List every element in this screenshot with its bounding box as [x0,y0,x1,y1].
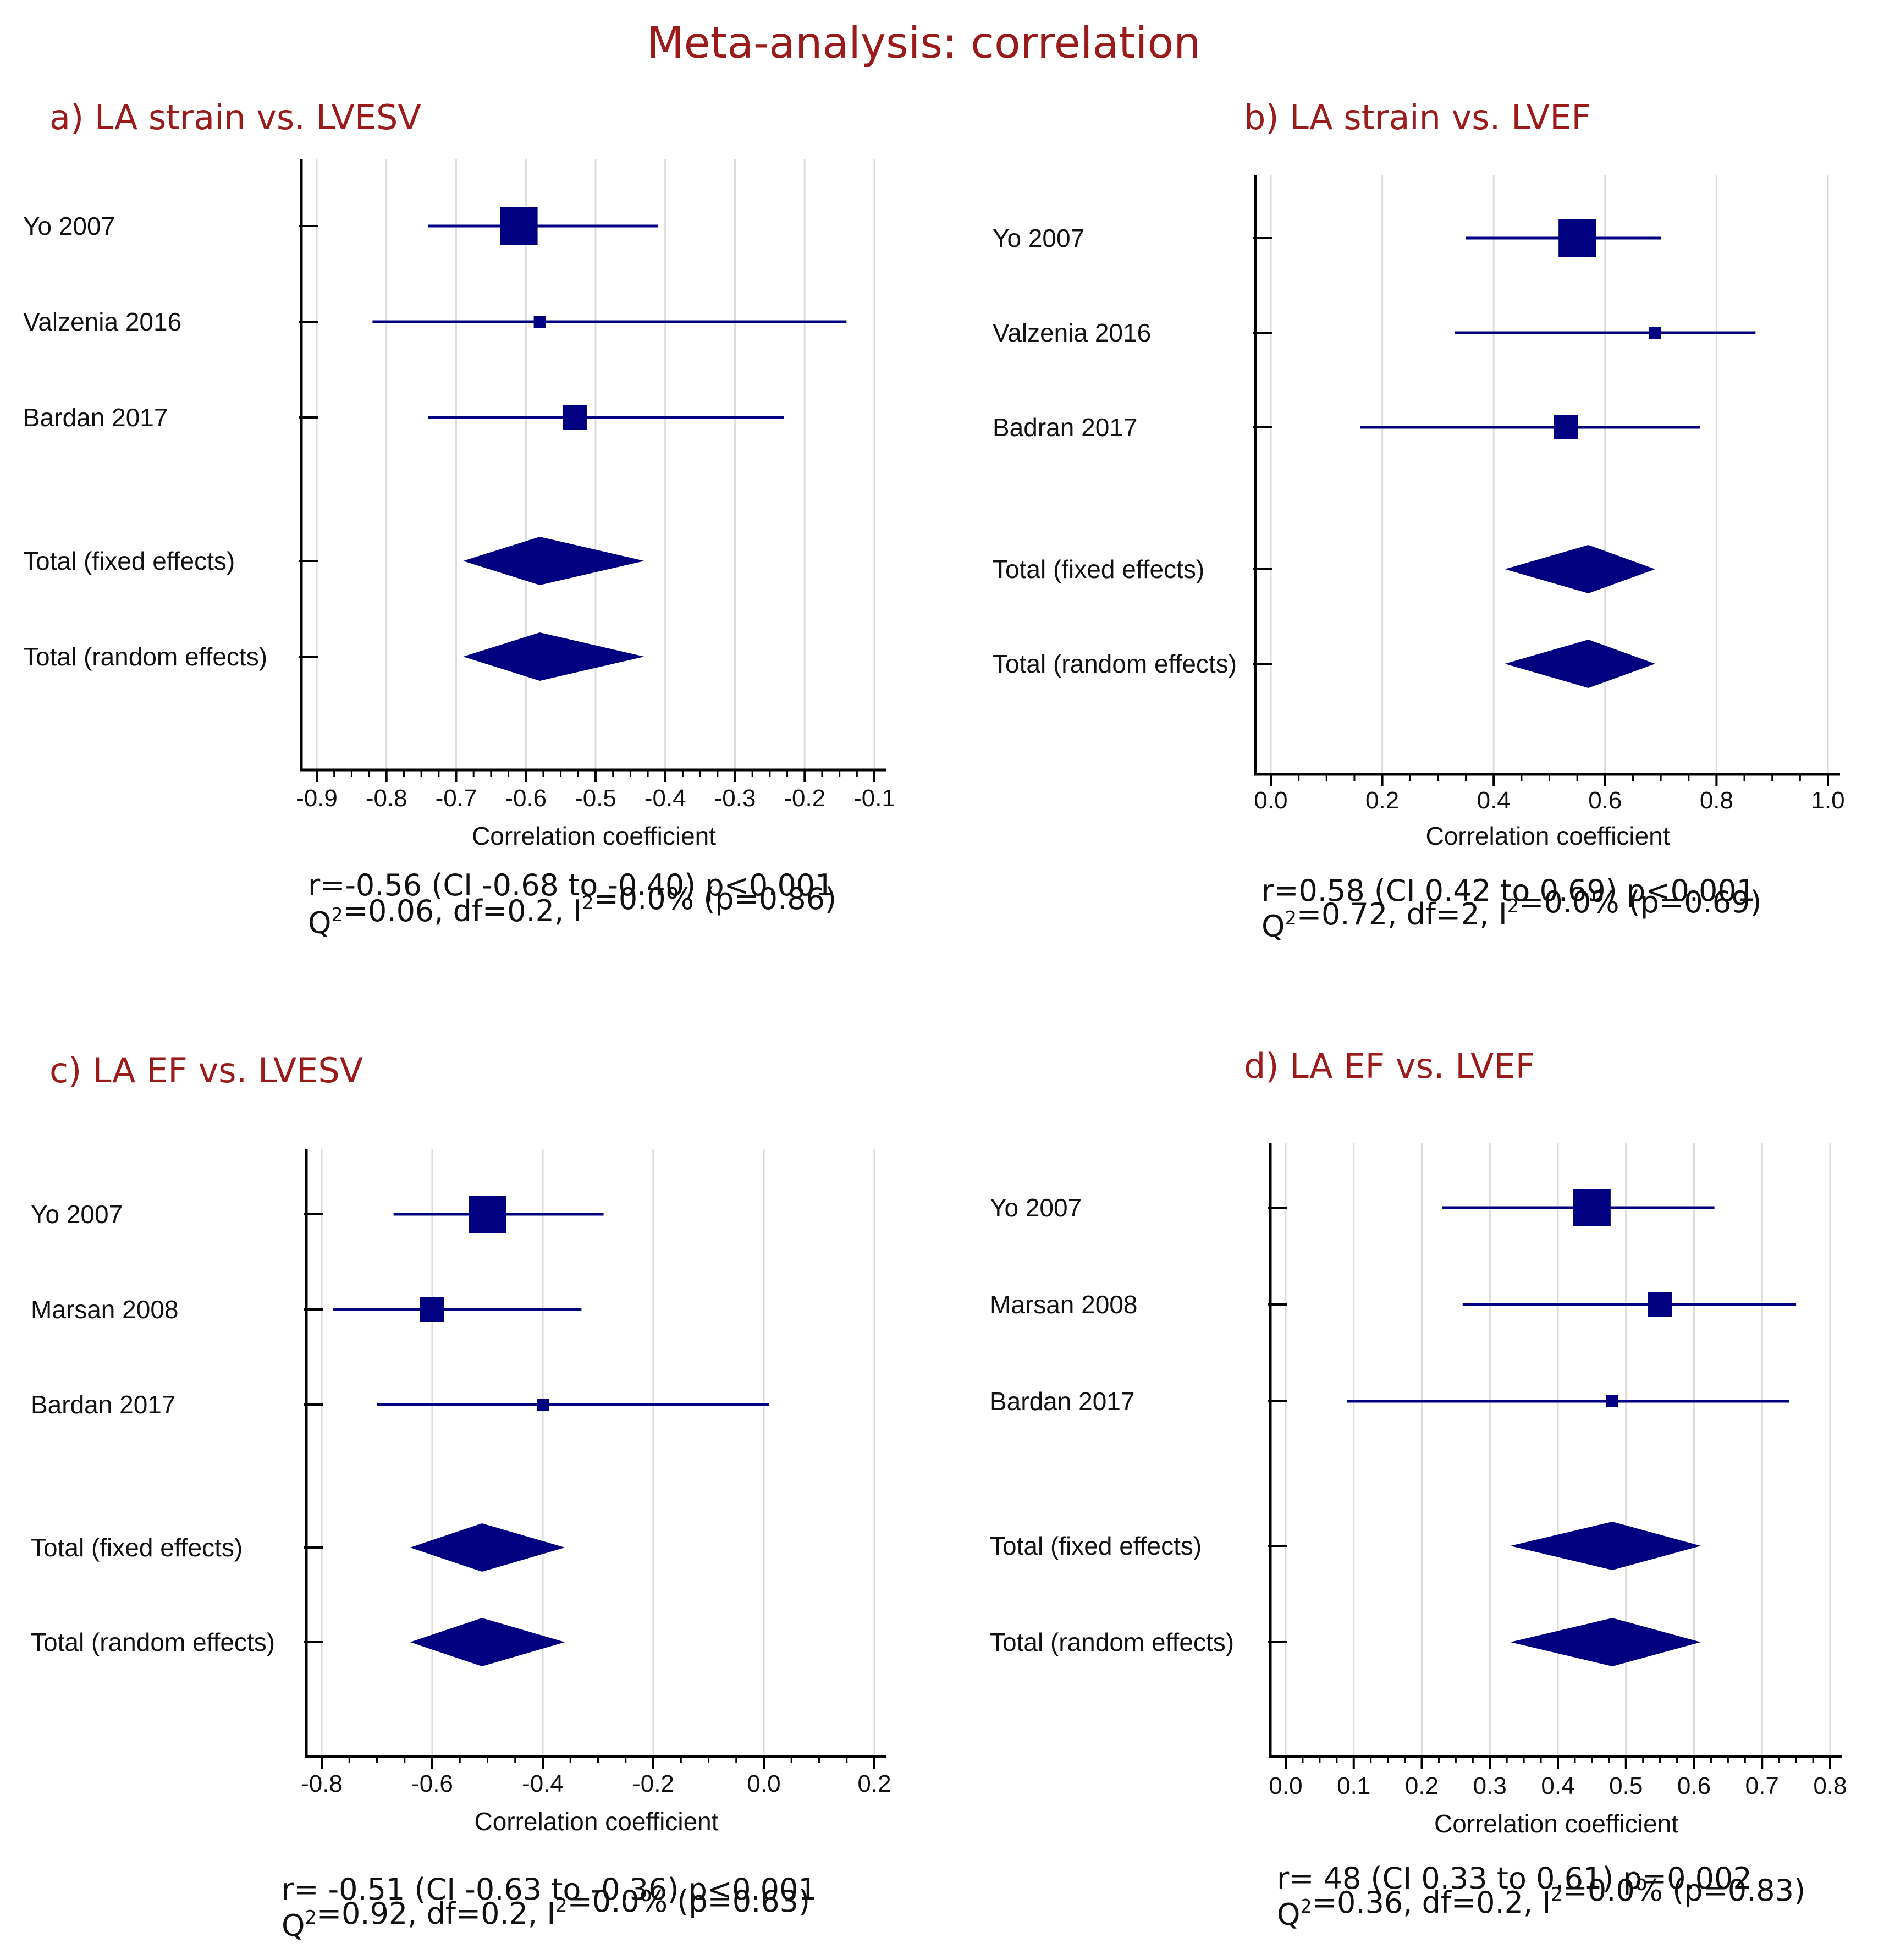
x-axis-label: Correlation coefficient [474,1807,718,1836]
study-estimate-square [1573,1189,1611,1226]
x-tick-label: -0.4 [522,1770,564,1797]
x-tick-label: 0.3 [1473,1772,1507,1799]
study-label: Yo 2007 [993,224,1084,252]
x-tick-label: -0.6 [411,1770,453,1797]
x-tick-label: -0.8 [301,1770,343,1797]
study-estimate-square [537,1399,549,1411]
stats-line: r= -0.51 (CI -0.63 to -0.36) p<0.001 [282,1872,817,1907]
total-label: Total (fixed effects) [990,1532,1202,1560]
x-tick-label: 0.7 [1745,1772,1779,1799]
stats-line: Q2=0.06, df=0.2, I2=0.0% (p=0.86) [308,882,836,940]
x-axis-label: Correlation coefficient [1425,822,1670,850]
stats-line: r=-0.56 (CI -0.68 to -0.40) p<0.001 [308,868,834,902]
panel-title: b) LA strain vs. LVEF [1244,97,1591,137]
x-tick-label: -0.7 [436,785,477,812]
total-label: Total (random effects) [993,649,1237,678]
forest-plot-b: b) LA strain vs. LVEF 0.0 0.2 0.4 0.6 0.8 1.0 C… [993,97,1845,944]
study-estimate-square [562,405,587,430]
total-label: Total (random effects) [23,642,267,671]
x-tick-label: -0.9 [296,785,338,812]
x-tick-label: 0.0 [1254,787,1287,814]
x-tick-label: -0.4 [644,785,686,812]
x-tick-label: 0.8 [1700,787,1733,814]
study-label: Yo 2007 [31,1200,123,1229]
x-tick-label: 0.0 [747,1770,780,1797]
x-tick-label: -0.3 [714,785,756,812]
x-axis-label: Correlation coefficient [472,822,716,850]
x-tick-label: 0.6 [1677,1772,1711,1799]
study-estimate-square [1558,219,1596,257]
x-tick-label: -0.2 [784,785,825,812]
x-tick-label: -0.1 [853,785,895,812]
panel-title: d) LA EF vs. LVEF [1244,1046,1535,1086]
stats-line: r= 48 (CI 0.33 to 0.61) p=0.002 [1277,1861,1752,1896]
study-estimate-square [1554,415,1578,439]
study-label: Yo 2007 [23,212,115,240]
x-tick-label: 0.0 [1269,1772,1302,1799]
x-tick-label: 0.2 [1365,787,1399,814]
total-label: Total (fixed effects) [23,547,235,575]
forest-plot-a: a) LA strain vs. LVESV -0.9 -0.8 -0.7 -0.6 -0… [23,97,895,940]
pooled-estimate-diamond [1510,1618,1701,1666]
x-tick-label: 0.4 [1541,1772,1574,1799]
study-estimate-square [500,207,538,245]
x-tick-label: -0.6 [505,785,547,812]
x-tick-label: 0.6 [1588,787,1622,814]
x-tick-label: 1.0 [1811,787,1844,814]
total-label: Total (random effects) [990,1628,1234,1656]
x-tick-label: 0.2 [1405,1772,1439,1799]
study-label: Yo 2007 [990,1193,1082,1222]
x-tick-label: 0.8 [1813,1772,1847,1799]
total-label: Total (fixed effects) [31,1533,243,1562]
x-tick-label: 0.4 [1477,787,1511,814]
panel-title: a) LA strain vs. LVESV [49,97,421,137]
study-label: Bardan 2017 [990,1387,1134,1416]
study-label: Valzenia 2016 [23,307,181,336]
pooled-estimate-diamond [410,1523,565,1572]
stats-line: Q2=0.92, df=0.2, I2=0.0% (p=0.63) [282,1884,810,1943]
page-title: Meta-analysis: correlation [647,19,1200,68]
total-label: Total (random effects) [31,1628,275,1656]
x-axis-label: Correlation coefficient [1434,1809,1678,1838]
stats-line: Q2=0.36, df=0.2, I2=0.0% (p=0.83) [1277,1873,1805,1932]
x-tick-label: -0.8 [366,785,407,812]
x-tick-label: -0.5 [575,785,616,812]
x-tick-label: 0.2 [857,1770,891,1797]
study-label: Marsan 2008 [990,1290,1138,1319]
study-label: Bardan 2017 [23,403,168,432]
panel-title: c) LA EF vs. LVESV [49,1050,363,1091]
study-label: Bardan 2017 [31,1390,175,1419]
stats-line: Q2=0.72, df=2, I2=0.0% (p=0.69) [1261,885,1762,944]
forest-plot-d: d) LA EF vs. LVEF 0.0 0.1 0.2 0.3 0.4 0.5 0.6 0.… [990,1046,1847,1932]
study-estimate-square [1648,1292,1672,1317]
stats-line: r=0.58 (CI 0.42 to 0.69) p<0.001 [1261,873,1755,908]
study-label: Marsan 2008 [31,1295,179,1324]
pooled-estimate-diamond [410,1618,565,1666]
pooled-estimate-diamond [463,632,644,681]
study-label: Valzenia 2016 [993,318,1151,347]
pooled-estimate-diamond [1510,1522,1701,1570]
study-estimate-square [469,1196,506,1233]
pooled-estimate-diamond [1505,545,1655,593]
forest-plot-c: c) LA EF vs. LVESV -0.8 -0.6 -0.4 -0.2 0.0 0.2… [31,1050,891,1943]
pooled-estimate-diamond [463,537,644,585]
x-tick-label: 0.1 [1337,1772,1370,1799]
study-estimate-square [420,1297,444,1322]
study-estimate-square [533,316,546,328]
pooled-estimate-diamond [1505,640,1655,688]
study-estimate-square [1649,327,1661,339]
study-label: Badran 2017 [993,413,1137,442]
total-label: Total (fixed effects) [993,555,1204,583]
study-estimate-square [1606,1395,1618,1407]
x-tick-label: 0.5 [1609,1772,1643,1799]
x-tick-label: -0.2 [632,1770,674,1797]
